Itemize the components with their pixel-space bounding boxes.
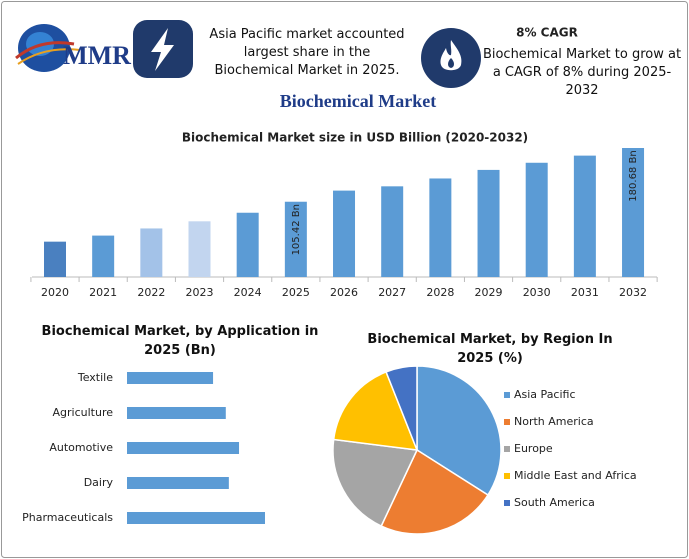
bar <box>127 407 226 419</box>
bar <box>44 241 66 277</box>
x-tick-label: 2031 <box>571 286 599 299</box>
y-tick-label: Pharmaceuticals <box>22 511 113 524</box>
bar <box>188 221 211 277</box>
x-tick-label: 2027 <box>378 286 406 299</box>
note-1: Asia Pacific market accounted largest sh… <box>209 27 405 78</box>
bar <box>525 162 548 277</box>
chart-title: Biochemical Market, by Application in 20… <box>41 324 319 358</box>
x-tick-label: 2032 <box>619 286 647 299</box>
chart-title: Biochemical Market size in USD Billion (… <box>182 131 528 145</box>
bar <box>573 155 596 277</box>
legend-swatch <box>504 446 510 452</box>
bar <box>92 235 115 277</box>
bar <box>127 512 265 524</box>
x-tick-label: 2024 <box>234 286 262 299</box>
bar <box>429 178 452 277</box>
y-tick-label: Textile <box>77 371 113 384</box>
bar <box>140 228 163 277</box>
main-title: Biochemical Market <box>280 91 436 111</box>
x-tick-label: 2020 <box>41 286 69 299</box>
x-tick-label: 2023 <box>186 286 214 299</box>
x-tick-label: 2021 <box>89 286 117 299</box>
legend-swatch <box>504 473 510 479</box>
legend-label: Middle East and Africa <box>514 469 637 482</box>
chart-title: Biochemical Market, by Region In 2025 (%… <box>367 332 613 366</box>
bar <box>127 477 229 489</box>
bar <box>127 442 240 454</box>
y-tick-label: Dairy <box>84 476 114 489</box>
bar <box>622 148 645 277</box>
legend-label: South America <box>514 496 595 509</box>
cagr-title: 8% CAGR <box>516 26 578 40</box>
bar <box>477 169 500 277</box>
pie-slice <box>332 438 419 528</box>
value-label: 105.42 Bn <box>291 204 302 255</box>
lightning-icon <box>133 20 193 78</box>
x-tick-label: 2026 <box>330 286 358 299</box>
legend-label: North America <box>514 415 594 428</box>
legend-swatch <box>504 419 510 425</box>
pie-slice <box>385 365 418 451</box>
bar <box>284 201 307 277</box>
legend-swatch <box>504 500 510 506</box>
logo-text: MMR <box>63 41 131 70</box>
y-tick-label: Agriculture <box>53 406 114 419</box>
bar <box>127 372 214 384</box>
legend-label: Asia Pacific <box>514 388 576 401</box>
bar <box>381 186 404 277</box>
y-tick-label: Automotive <box>49 441 113 454</box>
x-tick-label: 2022 <box>137 286 165 299</box>
x-tick-label: 2029 <box>475 286 503 299</box>
x-tick-label: 2025 <box>282 286 310 299</box>
bar <box>333 190 356 277</box>
legend-swatch <box>504 392 510 398</box>
note-2: Biochemical Market to grow at a CAGR of … <box>482 47 682 98</box>
flame-icon <box>421 28 481 88</box>
x-tick-label: 2028 <box>426 286 454 299</box>
logo-globe <box>15 24 81 72</box>
value-label: 180.68 Bn <box>628 150 639 201</box>
x-tick-label: 2030 <box>523 286 551 299</box>
legend-label: Europe <box>514 442 553 455</box>
bar <box>236 212 259 277</box>
pie-slice <box>332 370 419 451</box>
